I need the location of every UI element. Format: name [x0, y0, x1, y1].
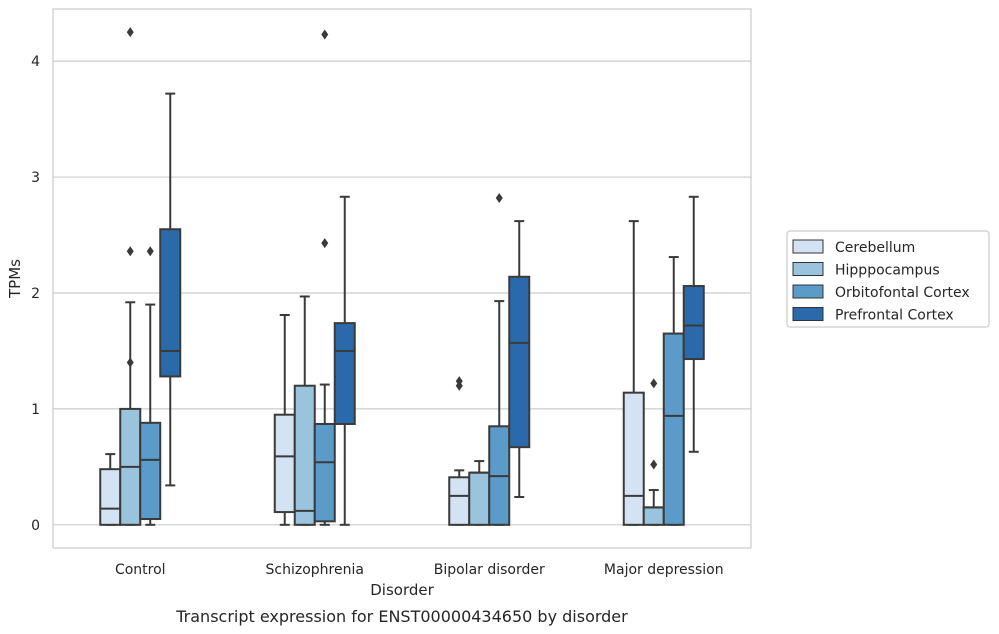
x-axis-ticks: Control Schizophrenia Bipolar disorder Majo… [115, 562, 724, 578]
legend-entry-label: Prefrontal Cortex [835, 308, 954, 324]
outlier-point [126, 27, 134, 38]
box-body [682, 285, 705, 361]
legend-frame [786, 230, 990, 328]
outlier-point [321, 238, 329, 249]
outlier-point [495, 192, 503, 203]
box-body [139, 421, 162, 521]
box-prefrontal-cortex [333, 195, 356, 526]
outlier-point [455, 376, 463, 387]
legend-swatch [792, 307, 824, 321]
box-prefrontal-cortex [508, 220, 531, 498]
box-body [273, 413, 296, 514]
box-prefrontal-cortex [159, 92, 182, 487]
box-groups [99, 27, 705, 526]
outlier-point [126, 357, 134, 368]
outlier-point [321, 29, 329, 40]
box-body [662, 332, 685, 526]
legend-entry-label: Orbitofontal Cortex [835, 285, 970, 301]
box-body [622, 391, 645, 526]
x-tick-label: Schizophrenia [266, 562, 364, 578]
legend-swatch [792, 262, 824, 276]
legend-entry-label: Cerebellum [835, 240, 915, 256]
outlier-point [650, 378, 658, 389]
box-body [448, 476, 471, 526]
outlier-point [650, 459, 658, 470]
box-cerebellum [622, 220, 645, 526]
box-cerebellum [273, 314, 296, 526]
box-hipppocampus [119, 27, 142, 526]
outlier-point [146, 246, 154, 257]
box-body [642, 506, 665, 526]
box-body [508, 275, 531, 449]
box-cerebellum [448, 376, 471, 526]
box-body [468, 471, 491, 526]
y-axis-label: TPMs [6, 259, 24, 299]
box-prefrontal-cortex [682, 195, 705, 453]
box-body [159, 228, 182, 378]
outlier-point [126, 246, 134, 257]
x-axis-label: Disorder [370, 581, 434, 599]
box-body [293, 384, 316, 526]
box-body [313, 422, 336, 523]
y-tick-label: 2 [31, 286, 40, 302]
x-tick-label: Control [115, 562, 166, 578]
y-axis-ticks: 0 1 2 3 4 [31, 54, 40, 534]
y-tick-label: 3 [31, 170, 40, 186]
x-tick-label: Bipolar disorder [434, 562, 545, 578]
box-body [99, 468, 122, 526]
box-orbitofontal-cortex [313, 29, 336, 526]
plot-frame [52, 8, 752, 549]
legend-swatch [792, 239, 824, 254]
chart-caption: Transcript expression for ENST0000043465… [175, 607, 628, 626]
box-orbitofontal-cortex [662, 256, 685, 526]
legend-entry-label: Hipppocampus [835, 263, 940, 279]
y-tick-label: 1 [31, 402, 40, 418]
box-body [333, 322, 356, 425]
box-orbitofontal-cortex [488, 192, 511, 526]
y-tick-label: 4 [31, 54, 40, 70]
box-hipppocampus [642, 378, 665, 526]
y-tick-label: 0 [31, 518, 40, 534]
legend-swatch [792, 284, 824, 299]
legend: Cerebellum Hipppocampus Orbitofontal Corte… [786, 230, 990, 328]
box-orbitofontal-cortex [139, 246, 162, 526]
x-tick-label: Major depression [604, 562, 724, 578]
